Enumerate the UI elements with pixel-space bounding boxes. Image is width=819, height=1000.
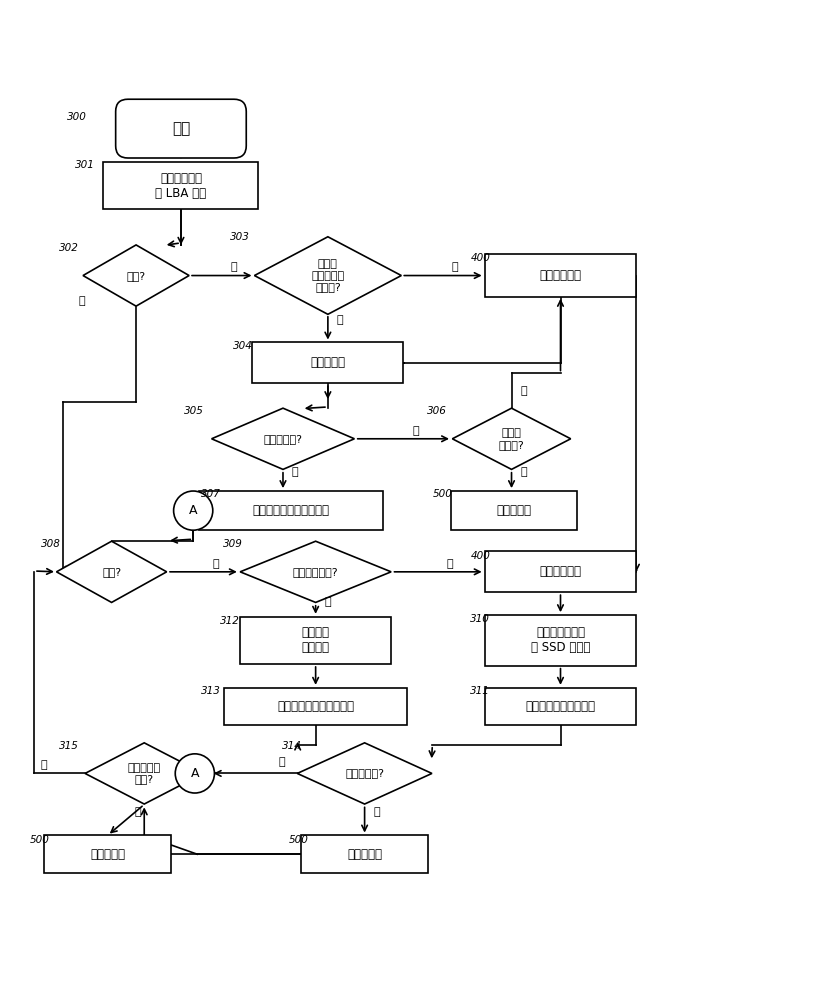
Text: 304: 304 xyxy=(233,341,253,351)
Text: 回收缓冲区: 回收缓冲区 xyxy=(347,848,382,861)
Text: 与缓冲
区中的地址
邻接吗?: 与缓冲 区中的地址 邻接吗? xyxy=(311,259,345,292)
Polygon shape xyxy=(297,743,432,804)
Text: 写吗?: 写吗? xyxy=(126,271,146,281)
Text: 从缓冲区
返回数据: 从缓冲区 返回数据 xyxy=(301,626,329,654)
Text: 310: 310 xyxy=(470,614,490,624)
Circle shape xyxy=(174,491,213,530)
Text: 否: 否 xyxy=(279,757,286,767)
Text: 读吗?: 读吗? xyxy=(102,567,121,577)
Text: 在缓冲区中吗?: 在缓冲区中吗? xyxy=(293,567,338,577)
Polygon shape xyxy=(240,541,391,602)
Text: 写完成了吗?: 写完成了吗? xyxy=(264,434,302,444)
Text: 否: 否 xyxy=(292,467,299,477)
Text: 回收缓冲区: 回收缓冲区 xyxy=(90,848,125,861)
FancyBboxPatch shape xyxy=(224,688,408,725)
FancyBboxPatch shape xyxy=(115,99,247,158)
Text: 否: 否 xyxy=(79,296,85,306)
Text: 312: 312 xyxy=(220,616,240,626)
Text: 是: 是 xyxy=(412,426,419,436)
Text: 初始化缓冲区
与 LBA 范围: 初始化缓冲区 与 LBA 范围 xyxy=(156,172,206,200)
Text: 305: 305 xyxy=(184,406,204,416)
Text: 否: 否 xyxy=(452,262,459,272)
Text: 500: 500 xyxy=(289,835,309,845)
Text: 缓冲区
满了吗?: 缓冲区 满了吗? xyxy=(499,428,524,450)
Text: 是: 是 xyxy=(337,315,343,325)
FancyBboxPatch shape xyxy=(103,162,259,209)
Polygon shape xyxy=(83,245,189,306)
Text: 是: 是 xyxy=(373,807,380,817)
Text: 301: 301 xyxy=(75,160,95,170)
FancyBboxPatch shape xyxy=(485,688,636,725)
Text: 400: 400 xyxy=(471,253,491,263)
Text: 否: 否 xyxy=(41,760,48,770)
Text: A: A xyxy=(189,504,197,517)
FancyBboxPatch shape xyxy=(240,617,391,664)
Text: 303: 303 xyxy=(230,232,250,242)
Text: 311: 311 xyxy=(470,686,490,696)
Text: 开始: 开始 xyxy=(172,121,190,136)
Text: 启动用于缓冲区的定时器: 启动用于缓冲区的定时器 xyxy=(252,504,330,517)
Text: A: A xyxy=(191,767,199,780)
Text: 313: 313 xyxy=(201,686,220,696)
FancyBboxPatch shape xyxy=(450,491,577,530)
Text: 利用逻辑块寻址
从 SSD 读页面: 利用逻辑块寻址 从 SSD 读页面 xyxy=(531,626,590,654)
FancyBboxPatch shape xyxy=(485,254,636,297)
Polygon shape xyxy=(85,743,203,804)
Polygon shape xyxy=(255,237,401,314)
Text: 500: 500 xyxy=(432,489,452,499)
Text: 页面读了吗?: 页面读了吗? xyxy=(345,768,384,778)
Text: 是: 是 xyxy=(520,467,527,477)
Text: 500: 500 xyxy=(30,835,50,845)
FancyBboxPatch shape xyxy=(44,835,170,873)
Text: 300: 300 xyxy=(66,112,87,122)
Text: 302: 302 xyxy=(58,243,79,253)
Text: 把页面存储在缓冲区中: 把页面存储在缓冲区中 xyxy=(526,700,595,713)
Text: 400: 400 xyxy=(471,551,491,561)
Text: 308: 308 xyxy=(41,539,61,549)
Text: 回收缓冲区: 回收缓冲区 xyxy=(496,504,532,517)
Text: 307: 307 xyxy=(201,489,221,499)
Text: 是: 是 xyxy=(135,807,142,817)
Text: 初始化缓冲区: 初始化缓冲区 xyxy=(540,565,581,578)
Text: 314: 314 xyxy=(283,741,302,751)
Text: 是: 是 xyxy=(324,597,331,607)
Text: 否: 否 xyxy=(521,386,527,396)
Text: 是: 是 xyxy=(212,559,219,569)
Text: 309: 309 xyxy=(224,539,243,549)
FancyBboxPatch shape xyxy=(485,551,636,592)
FancyBboxPatch shape xyxy=(485,615,636,666)
Text: 315: 315 xyxy=(59,741,79,751)
Text: 定时器到期
了吗?: 定时器到期 了吗? xyxy=(128,763,161,784)
Text: 是: 是 xyxy=(231,262,238,272)
FancyBboxPatch shape xyxy=(252,342,404,383)
Text: 306: 306 xyxy=(428,406,447,416)
Polygon shape xyxy=(211,408,355,469)
Text: 否: 否 xyxy=(447,559,454,569)
Text: 写到缓冲区: 写到缓冲区 xyxy=(310,356,346,369)
Polygon shape xyxy=(57,541,167,602)
Text: 初始化缓冲区: 初始化缓冲区 xyxy=(540,269,581,282)
Circle shape xyxy=(175,754,215,793)
Polygon shape xyxy=(452,408,571,469)
FancyBboxPatch shape xyxy=(301,835,428,873)
Text: 启动用于缓冲区的定时器: 启动用于缓冲区的定时器 xyxy=(277,700,354,713)
FancyBboxPatch shape xyxy=(199,491,383,530)
